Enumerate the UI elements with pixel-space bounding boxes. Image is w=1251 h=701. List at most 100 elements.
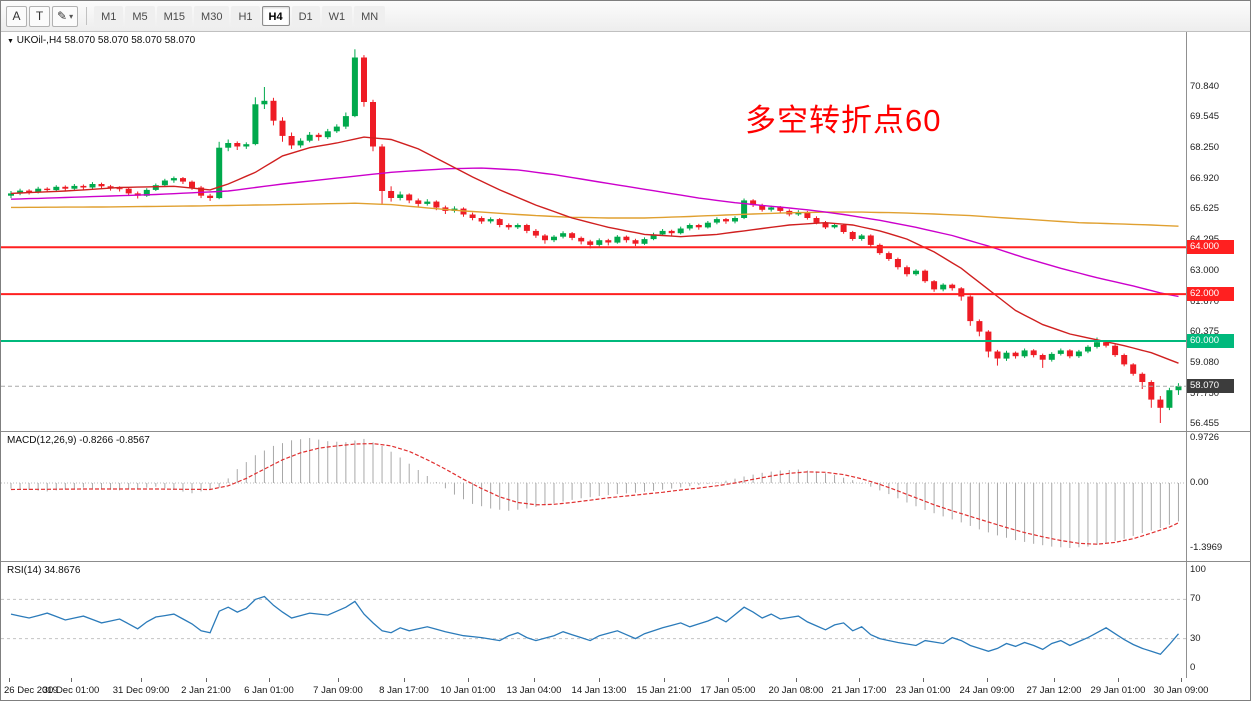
rsi-canvas[interactable]	[1, 562, 1251, 678]
rsi-indicator-panel: RSI(14) 34.8676	[1, 562, 1251, 679]
pencil-icon: ✎	[57, 9, 68, 23]
macd-axis-label: -1.3969	[1190, 541, 1223, 553]
price-chart-canvas[interactable]	[1, 31, 1251, 431]
font-tool-button[interactable]: A	[6, 5, 27, 27]
price-axis-label: 68.250	[1190, 141, 1220, 153]
time-tick	[9, 678, 10, 682]
time-tick	[71, 678, 72, 682]
text-tool-button[interactable]: T	[29, 5, 50, 27]
time-axis-label: 8 Jan 17:00	[379, 685, 429, 696]
macd-signal-line	[10, 442, 1179, 545]
macd-indicator-panel: MACD(12,26,9) -0.8266 -0.8567	[1, 432, 1251, 562]
macd-axis-label: 0.00	[1190, 477, 1209, 488]
price-axis-label: 60.375	[1190, 326, 1220, 338]
time-axis-label: 29 Jan 01:00	[1090, 685, 1146, 696]
time-axis-label: 7 Jan 09:00	[313, 685, 363, 696]
timeframe-button-M15[interactable]: M15	[156, 6, 193, 26]
time-tick	[404, 678, 405, 682]
rsi-title: RSI(14)	[7, 565, 42, 576]
macd-canvas[interactable]	[1, 432, 1251, 561]
time-tick	[1054, 678, 1055, 682]
price-axis-label: 61.670	[1190, 295, 1220, 307]
time-axis-label: 23 Jan 01:00	[895, 685, 951, 696]
timeframe-button-M1[interactable]: M1	[94, 6, 124, 26]
ma-fast-line	[10, 136, 1179, 364]
ohlc-values: 58.070 58.070 58.070 58.070	[64, 35, 196, 46]
macd-values: -0.8266 -0.8567	[79, 435, 150, 446]
timeframe-button-H4[interactable]: H4	[261, 6, 290, 26]
time-tick	[728, 678, 729, 682]
price-chart-panel: ▼ UKOil-,H4 58.070 58.070 58.070 58.070 …	[1, 31, 1251, 432]
price-line-tag: 60.000	[1187, 333, 1234, 348]
chart-annotation-text: 多空转折点60	[745, 103, 942, 138]
ma-slow-line	[11, 202, 1179, 227]
timeframe-button-W1[interactable]: W1	[321, 6, 353, 26]
time-tick	[923, 678, 924, 682]
time-tick	[206, 678, 207, 682]
price-line-tag: 64.000	[1187, 240, 1234, 255]
price-axis-label: 57.750	[1190, 387, 1220, 399]
time-axis-label: 10 Jan 01:00	[440, 685, 496, 696]
candlestick-layer	[8, 49, 1182, 423]
price-axis-label: 56.455	[1190, 418, 1220, 430]
timeframe-button-MN[interactable]: MN	[354, 6, 386, 26]
time-axis-label: 21 Jan 17:00	[831, 685, 887, 696]
price-axis-label: 59.080	[1190, 356, 1220, 368]
time-axis-label: 15 Jan 21:00	[636, 685, 692, 696]
chevron-down-icon: ▾	[69, 11, 74, 21]
price-axis-label: 63.000	[1190, 264, 1220, 276]
timeframe-button-D1[interactable]: D1	[291, 6, 320, 26]
time-tick	[859, 678, 860, 682]
current-price-tag: 58.070	[1187, 379, 1234, 394]
time-axis-label: 6 Jan 01:00	[244, 685, 294, 696]
time-tick	[338, 678, 339, 682]
rsi-value: 34.8676	[44, 565, 81, 576]
dropdown-triangle-icon: ▼	[7, 38, 14, 45]
time-axis-label: 27 Jan 12:00	[1026, 685, 1082, 696]
time-axis-label: 20 Jan 08:00	[768, 685, 824, 696]
price-axis-label: 65.625	[1190, 203, 1220, 215]
time-axis-label: 26 Dec 2019	[4, 685, 58, 696]
time-axis-label: 24 Jan 09:00	[959, 685, 1015, 696]
time-axis-label: 14 Jan 13:00	[571, 685, 627, 696]
macd-axis-label: 0.9726	[1190, 431, 1220, 443]
price-axis-label: 64.295	[1190, 234, 1219, 245]
time-axis-label: 30 Jan 09:00	[1153, 685, 1209, 696]
time-axis-label: 31 Dec 09:00	[112, 685, 170, 696]
time-tick	[269, 678, 270, 682]
rsi-axis-label: 70	[1190, 593, 1201, 605]
time-axis-label: 30 Dec 01:00	[42, 685, 100, 696]
time-tick	[664, 678, 665, 682]
time-tick	[1181, 678, 1182, 682]
time-axis-label: 2 Jan 21:00	[181, 685, 231, 696]
time-axis: 26 Dec 2019 30 Dec 01:00 31 Dec 09:00 2 Jan…	[1, 678, 1250, 700]
time-tick	[468, 678, 469, 682]
time-tick	[1118, 678, 1119, 682]
time-tick	[987, 678, 988, 682]
time-tick	[141, 678, 142, 682]
price-line-tag: 62.000	[1187, 287, 1234, 302]
timeframe-button-group: M1 M5 M15 M30 H1 H4 D1 W1 MN	[93, 6, 386, 26]
timeframe-button-H1[interactable]: H1	[231, 6, 260, 26]
timeframe-button-M5[interactable]: M5	[125, 6, 155, 26]
symbol-name: UKOil-,H4	[16, 35, 62, 46]
time-tick	[534, 678, 535, 682]
rsi-axis-label: 0	[1190, 662, 1196, 673]
toolbar: A T ✎ ▾ M1 M5 M15 M30 H1 H4 D1 W1 MN	[1, 1, 1250, 32]
price-axis-label: 70.840	[1190, 81, 1220, 92]
macd-title: MACD(12,26,9)	[7, 435, 77, 446]
time-tick	[796, 678, 797, 682]
palette-dropdown-button[interactable]: ✎ ▾	[52, 5, 79, 27]
timeframe-button-M30[interactable]: M30	[194, 6, 230, 26]
rsi-line	[10, 595, 1179, 656]
rsi-axis-label: 30	[1190, 632, 1201, 644]
time-axis-label: 17 Jan 05:00	[700, 685, 756, 696]
time-axis-label: 13 Jan 04:00	[506, 685, 562, 696]
macd-histogram-layer	[10, 438, 1179, 548]
rsi-axis-label: 100	[1190, 564, 1206, 575]
symbol-header: ▼ UKOil-,H4 58.070 58.070 58.070 58.070	[7, 35, 195, 46]
ma-mid-line	[10, 167, 1179, 298]
price-axis-label: 69.545	[1190, 111, 1220, 123]
rsi-header: RSI(14) 34.8676	[7, 565, 80, 576]
